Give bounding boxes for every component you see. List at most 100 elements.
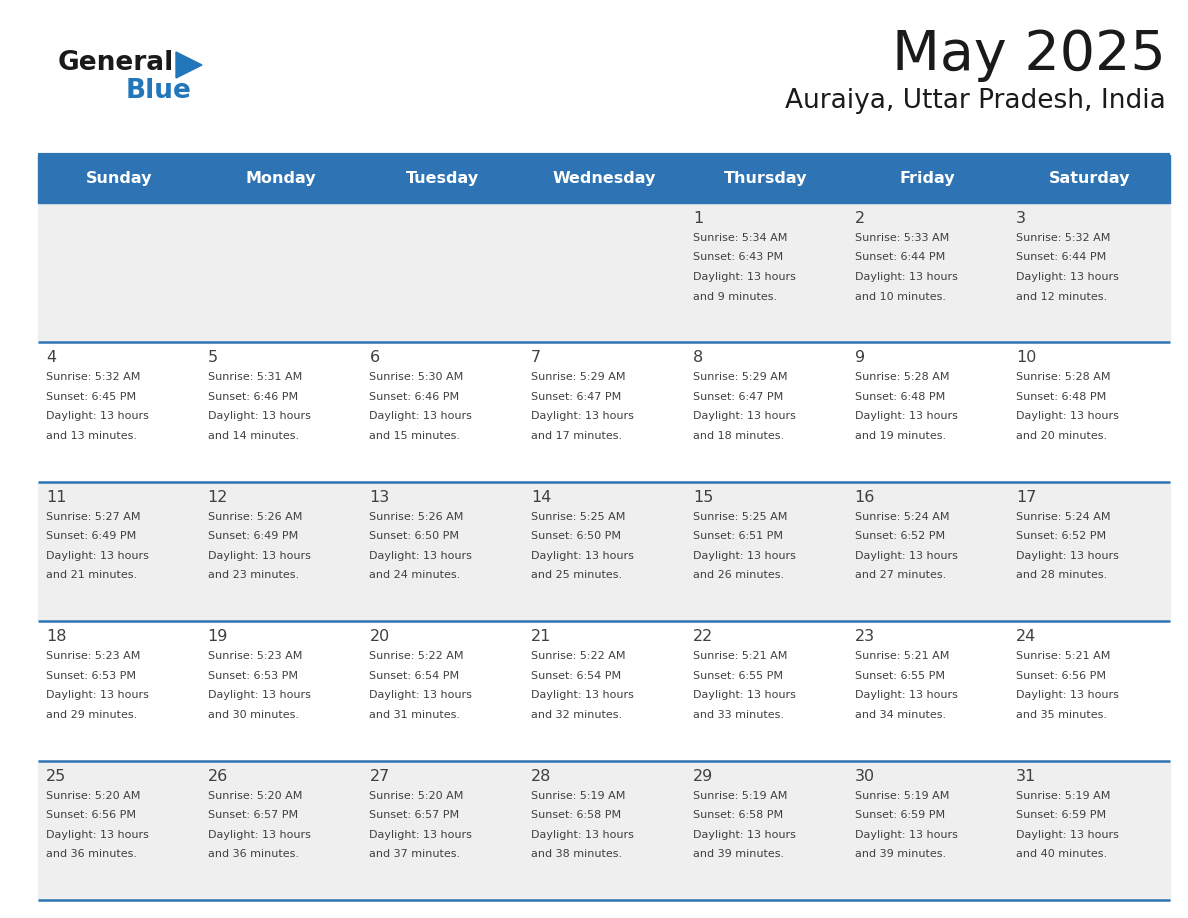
Text: Sunrise: 5:25 AM: Sunrise: 5:25 AM [531,512,626,521]
Text: Wednesday: Wednesday [552,172,656,186]
Text: Daylight: 13 hours: Daylight: 13 hours [531,411,634,421]
Text: Sunset: 6:43 PM: Sunset: 6:43 PM [693,252,783,263]
Text: Sunrise: 5:24 AM: Sunrise: 5:24 AM [1016,512,1111,521]
Text: and 21 minutes.: and 21 minutes. [46,570,137,580]
Text: Sunset: 6:53 PM: Sunset: 6:53 PM [208,671,298,681]
Text: Daylight: 13 hours: Daylight: 13 hours [46,690,148,700]
Text: and 13 minutes.: and 13 minutes. [46,431,137,441]
Text: and 20 minutes.: and 20 minutes. [1016,431,1107,441]
Text: and 18 minutes.: and 18 minutes. [693,431,784,441]
Text: and 30 minutes.: and 30 minutes. [208,710,298,720]
Text: Daylight: 13 hours: Daylight: 13 hours [1016,272,1119,282]
Text: and 26 minutes.: and 26 minutes. [693,570,784,580]
Text: Daylight: 13 hours: Daylight: 13 hours [208,830,310,840]
Text: 17: 17 [1016,490,1037,505]
Text: Sunset: 6:58 PM: Sunset: 6:58 PM [693,810,783,820]
Text: Sunset: 6:49 PM: Sunset: 6:49 PM [46,532,137,542]
Text: Daylight: 13 hours: Daylight: 13 hours [531,690,634,700]
Text: and 39 minutes.: and 39 minutes. [693,849,784,859]
Text: Sunrise: 5:29 AM: Sunrise: 5:29 AM [531,373,626,383]
Text: Daylight: 13 hours: Daylight: 13 hours [369,690,473,700]
Text: and 34 minutes.: and 34 minutes. [854,710,946,720]
Bar [38,342,1170,482]
Text: Sunrise: 5:21 AM: Sunrise: 5:21 AM [1016,651,1111,661]
Text: Sunrise: 5:26 AM: Sunrise: 5:26 AM [369,512,463,521]
Text: Daylight: 13 hours: Daylight: 13 hours [854,272,958,282]
Text: and 15 minutes.: and 15 minutes. [369,431,461,441]
Text: Daylight: 13 hours: Daylight: 13 hours [1016,411,1119,421]
Text: and 36 minutes.: and 36 minutes. [208,849,298,859]
Text: Sunrise: 5:34 AM: Sunrise: 5:34 AM [693,233,788,243]
Text: Sunset: 6:50 PM: Sunset: 6:50 PM [531,532,621,542]
Text: Sunset: 6:56 PM: Sunset: 6:56 PM [46,810,135,820]
Text: 27: 27 [369,768,390,784]
Text: General: General [58,50,175,76]
Text: Sunrise: 5:22 AM: Sunrise: 5:22 AM [531,651,626,661]
Text: Daylight: 13 hours: Daylight: 13 hours [693,830,796,840]
Text: 11: 11 [46,490,67,505]
Text: 4: 4 [46,351,56,365]
Text: 3: 3 [1016,211,1026,226]
Text: Sunrise: 5:31 AM: Sunrise: 5:31 AM [208,373,302,383]
Text: Daylight: 13 hours: Daylight: 13 hours [369,411,473,421]
Text: 7: 7 [531,351,542,365]
Text: Daylight: 13 hours: Daylight: 13 hours [693,411,796,421]
Text: Daylight: 13 hours: Daylight: 13 hours [854,551,958,561]
Text: Daylight: 13 hours: Daylight: 13 hours [693,690,796,700]
Text: Sunset: 6:53 PM: Sunset: 6:53 PM [46,671,135,681]
Text: Sunrise: 5:23 AM: Sunrise: 5:23 AM [46,651,140,661]
Text: Sunset: 6:49 PM: Sunset: 6:49 PM [208,532,298,542]
Text: 20: 20 [369,629,390,644]
Text: Sunrise: 5:32 AM: Sunrise: 5:32 AM [46,373,140,383]
Text: and 38 minutes.: and 38 minutes. [531,849,623,859]
Bar [38,761,1170,900]
Text: Daylight: 13 hours: Daylight: 13 hours [369,551,473,561]
Text: Sunrise: 5:19 AM: Sunrise: 5:19 AM [693,790,788,800]
Text: Sunday: Sunday [86,172,152,186]
Text: Sunrise: 5:29 AM: Sunrise: 5:29 AM [693,373,788,383]
Text: and 39 minutes.: and 39 minutes. [854,849,946,859]
Text: Sunset: 6:47 PM: Sunset: 6:47 PM [531,392,621,402]
Text: 1: 1 [693,211,703,226]
Text: Daylight: 13 hours: Daylight: 13 hours [531,830,634,840]
Text: Sunrise: 5:27 AM: Sunrise: 5:27 AM [46,512,140,521]
Text: 8: 8 [693,351,703,365]
Text: Daylight: 13 hours: Daylight: 13 hours [693,272,796,282]
Text: 15: 15 [693,490,713,505]
Text: and 23 minutes.: and 23 minutes. [208,570,299,580]
Text: Sunset: 6:59 PM: Sunset: 6:59 PM [1016,810,1106,820]
Text: Sunrise: 5:19 AM: Sunrise: 5:19 AM [531,790,626,800]
Text: and 17 minutes.: and 17 minutes. [531,431,623,441]
Text: 26: 26 [208,768,228,784]
Text: Sunset: 6:46 PM: Sunset: 6:46 PM [208,392,298,402]
Text: and 35 minutes.: and 35 minutes. [1016,710,1107,720]
Text: Sunset: 6:52 PM: Sunset: 6:52 PM [1016,532,1106,542]
Text: Daylight: 13 hours: Daylight: 13 hours [46,411,148,421]
Text: Sunset: 6:48 PM: Sunset: 6:48 PM [854,392,944,402]
Text: Sunrise: 5:28 AM: Sunrise: 5:28 AM [854,373,949,383]
Text: and 24 minutes.: and 24 minutes. [369,570,461,580]
Text: 6: 6 [369,351,379,365]
Text: Sunset: 6:50 PM: Sunset: 6:50 PM [369,532,460,542]
Text: Sunrise: 5:23 AM: Sunrise: 5:23 AM [208,651,302,661]
Text: Sunset: 6:54 PM: Sunset: 6:54 PM [369,671,460,681]
Text: Sunrise: 5:24 AM: Sunrise: 5:24 AM [854,512,949,521]
Text: and 27 minutes.: and 27 minutes. [854,570,946,580]
Text: Sunset: 6:47 PM: Sunset: 6:47 PM [693,392,783,402]
Text: Saturday: Saturday [1048,172,1130,186]
Text: 31: 31 [1016,768,1037,784]
Text: 5: 5 [208,351,217,365]
Text: Sunrise: 5:19 AM: Sunrise: 5:19 AM [854,790,949,800]
Text: 2: 2 [854,211,865,226]
Text: Daylight: 13 hours: Daylight: 13 hours [1016,690,1119,700]
Bar [38,155,1170,203]
Text: Daylight: 13 hours: Daylight: 13 hours [854,690,958,700]
Text: Daylight: 13 hours: Daylight: 13 hours [46,551,148,561]
Text: Sunset: 6:57 PM: Sunset: 6:57 PM [208,810,298,820]
Text: Sunset: 6:46 PM: Sunset: 6:46 PM [369,392,460,402]
Text: Sunset: 6:52 PM: Sunset: 6:52 PM [854,532,944,542]
Text: 19: 19 [208,629,228,644]
Text: Sunset: 6:45 PM: Sunset: 6:45 PM [46,392,137,402]
Text: Sunset: 6:51 PM: Sunset: 6:51 PM [693,532,783,542]
Text: Sunrise: 5:20 AM: Sunrise: 5:20 AM [46,790,140,800]
